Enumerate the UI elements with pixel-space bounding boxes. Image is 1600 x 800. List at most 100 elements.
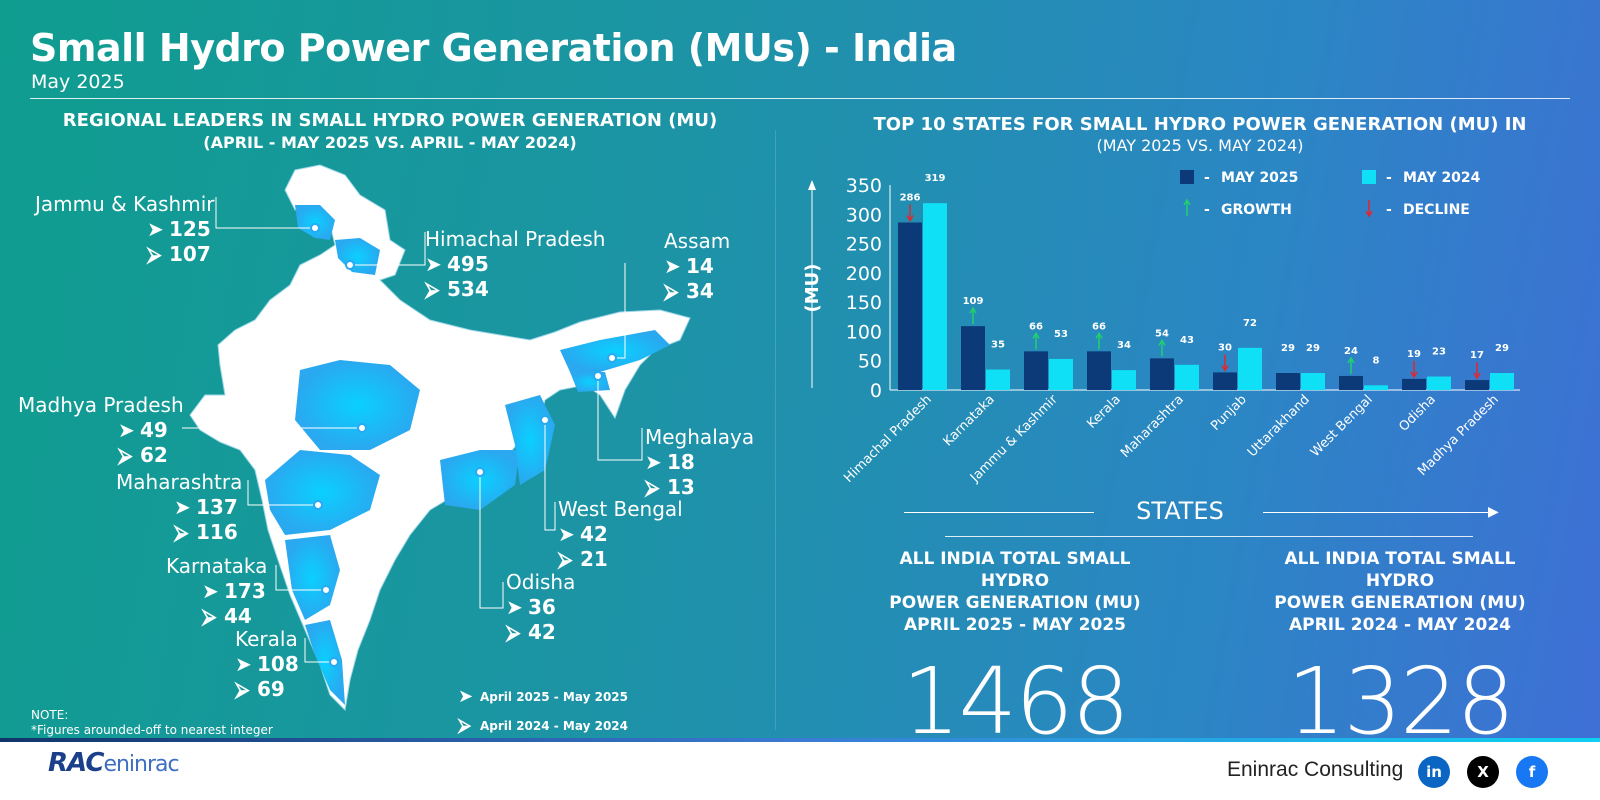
callout-value: 21 <box>580 547 608 571</box>
legend-separator: - <box>1204 170 1210 186</box>
data-label: 24 <box>1344 346 1358 357</box>
decline-arrow-icon <box>1473 372 1481 380</box>
callout-state-name: Jammu & Kashmir <box>35 192 215 216</box>
callout-value: 173 <box>224 579 266 603</box>
callout-maharashtra: Maharashtra ➤ 137 ⮚ 116 <box>116 470 242 544</box>
callout-value: 36 <box>528 595 556 619</box>
legend-swatch <box>1180 170 1194 184</box>
callout-value: 107 <box>169 242 211 266</box>
callout-value: 69 <box>257 677 285 701</box>
callout-value-2025: ➤ 36 <box>506 595 575 619</box>
callout-value: 44 <box>224 604 252 628</box>
arrow-solid-icon: ➤ <box>664 254 681 278</box>
callout-value-2024: ⮚ 69 <box>235 677 299 701</box>
arrow-outline-icon: ⮚ <box>506 620 521 644</box>
callout-madhya-pradesh: Madhya Pradesh ➤ 49 ⮚ 62 <box>18 393 184 467</box>
company-name: Eninrac Consulting <box>1227 758 1404 781</box>
data-label: 19 <box>1407 349 1421 360</box>
bar-2024 <box>923 203 947 390</box>
bar-2025 <box>1087 351 1111 390</box>
x-tick-label: Karnataka <box>941 392 998 449</box>
jk-region <box>295 205 335 240</box>
x-tick-label: Uttarakhand <box>1245 392 1313 460</box>
linkedin-icon[interactable]: in <box>1418 756 1450 788</box>
callout-value: 14 <box>686 254 714 278</box>
x-tick-label: Odisha <box>1396 392 1438 434</box>
decline-arrow-icon <box>1410 371 1418 379</box>
totals-rule <box>945 536 1473 537</box>
data-label: 34 <box>1117 340 1131 351</box>
bar-2024 <box>1301 373 1325 390</box>
bar-2025 <box>1150 358 1174 390</box>
callout-karnataka: Karnataka ➤ 173 ⮚ 44 <box>166 554 267 628</box>
arrow-solid-icon: ➤ <box>425 252 442 276</box>
growth-arrow-icon <box>1032 331 1040 339</box>
footnote: NOTE: *Figures arounded-off to nearest i… <box>31 708 273 738</box>
arrow-outline-icon: ⮚ <box>645 475 660 499</box>
brand-mark: RAC <box>48 748 104 778</box>
as-region <box>560 330 670 372</box>
bar-2024 <box>1175 364 1199 390</box>
callout-value-2024: ⮚ 44 <box>166 604 267 628</box>
callout-state-name: Himachal Pradesh <box>425 227 606 251</box>
arrow-outline-icon: ⮚ <box>458 715 471 736</box>
arrow-outline-icon: ⮚ <box>425 277 440 301</box>
callout-value-2025: ➤ 125 <box>35 217 214 241</box>
page-subtitle: May 2025 <box>31 71 125 93</box>
y-tick-label: 200 <box>846 263 882 285</box>
callout-odisha: Odisha ➤ 36 ⮚ 42 <box>506 570 575 644</box>
growth-arrow-icon <box>1095 331 1103 339</box>
x-tick-label: Maharashtra <box>1118 392 1187 461</box>
data-label: 286 <box>900 192 921 203</box>
india-map <box>182 164 691 712</box>
data-label: 72 <box>1243 318 1257 329</box>
y-tick-label: 50 <box>858 351 882 373</box>
y-tick-label: 0 <box>870 380 882 402</box>
arrow-solid-icon: ➤ <box>235 652 252 676</box>
ka-region <box>285 535 340 620</box>
callout-value: 42 <box>580 522 608 546</box>
callout-value: 18 <box>667 450 695 474</box>
data-label: 66 <box>1092 321 1106 332</box>
callout-value: 62 <box>140 443 168 467</box>
data-label: 53 <box>1054 329 1068 340</box>
callout-value-2025: ➤ 108 <box>235 652 299 676</box>
bar-2025 <box>1024 351 1048 390</box>
y-tick-label: 350 <box>846 175 882 197</box>
title-divider <box>30 98 1570 99</box>
legend-label: MAY 2024 <box>1403 170 1481 186</box>
arrow-outline-icon: ⮚ <box>118 443 133 467</box>
regional-title: REGIONAL LEADERS IN SMALL HYDRO POWER GE… <box>62 110 718 131</box>
states-arrow-icon: ▶ <box>1488 504 1499 520</box>
arrow-solid-icon: ➤ <box>458 686 474 707</box>
ml-region <box>570 372 610 392</box>
x-tick-label: Kerala <box>1084 392 1123 431</box>
callout-value: 125 <box>169 217 211 241</box>
x-axis-label: STATES <box>1136 497 1224 525</box>
footer-accent-bar <box>0 738 1600 742</box>
callout-value: 108 <box>257 652 299 676</box>
map-markers <box>310 223 617 667</box>
facebook-icon[interactable]: f <box>1516 756 1548 788</box>
y-tick-label: 300 <box>846 204 882 226</box>
data-label: 319 <box>925 173 946 184</box>
x-icon[interactable]: X <box>1467 756 1499 788</box>
arrow-solid-icon: ➤ <box>202 579 219 603</box>
callout-value: 13 <box>667 475 695 499</box>
callout-value-2024: ⮚ 534 <box>425 277 605 301</box>
arrow-solid-icon: ➤ <box>118 418 135 442</box>
callout-value-2024: ⮚ 13 <box>645 475 754 499</box>
callout-value-2025: ➤ 42 <box>558 522 683 546</box>
callout-kerala: Kerala ➤ 108 ⮚ 69 <box>235 627 299 701</box>
data-label: 35 <box>991 340 1005 351</box>
legend-swatch <box>1362 170 1376 184</box>
bar-2024 <box>986 369 1010 390</box>
callout-value-2025: ➤ 173 <box>166 579 267 603</box>
data-label: 23 <box>1432 347 1446 358</box>
decline-arrow-icon <box>906 215 914 222</box>
footer <box>0 738 1600 800</box>
callout-himachal-pradesh: Himachal Pradesh ➤ 495 ⮚ 534 <box>425 227 605 301</box>
brand-sub: eninrac <box>103 752 179 777</box>
bar-2025 <box>1339 375 1363 390</box>
total-value: 1328 <box>1286 648 1515 755</box>
